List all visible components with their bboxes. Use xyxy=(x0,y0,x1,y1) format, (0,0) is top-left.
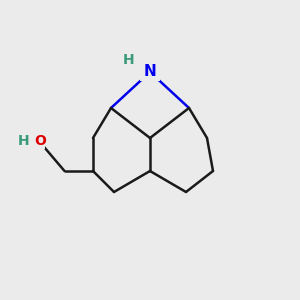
Text: H: H xyxy=(18,134,30,148)
Text: O: O xyxy=(34,134,46,148)
Bar xyxy=(121,52,137,68)
Bar xyxy=(140,63,160,81)
Text: H: H xyxy=(123,53,135,67)
Text: N: N xyxy=(144,64,156,80)
Bar xyxy=(15,133,45,149)
